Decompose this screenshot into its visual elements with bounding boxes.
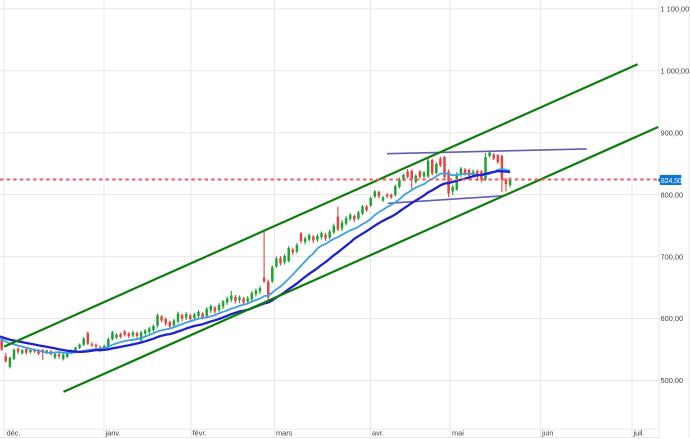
svg-text:févr.: févr. (193, 428, 207, 437)
svg-text:900,00: 900,00 (661, 128, 684, 137)
svg-text:juin: juin (541, 428, 554, 437)
svg-text:mai: mai (452, 428, 464, 437)
svg-text:1 000,00: 1 000,00 (661, 67, 690, 76)
svg-text:mars: mars (276, 428, 293, 437)
svg-text:824,50: 824,50 (661, 178, 682, 185)
svg-text:800,00: 800,00 (661, 190, 684, 199)
svg-text:déc.: déc. (7, 428, 21, 437)
svg-text:1 100,00: 1 100,00 (661, 5, 690, 14)
svg-text:700,00: 700,00 (661, 252, 684, 261)
svg-text:juil.: juil. (633, 428, 645, 437)
svg-text:600,00: 600,00 (661, 314, 684, 323)
svg-text:janv.: janv. (105, 428, 121, 437)
svg-text:avr.: avr. (372, 428, 384, 437)
svg-text:500,00: 500,00 (661, 376, 684, 385)
